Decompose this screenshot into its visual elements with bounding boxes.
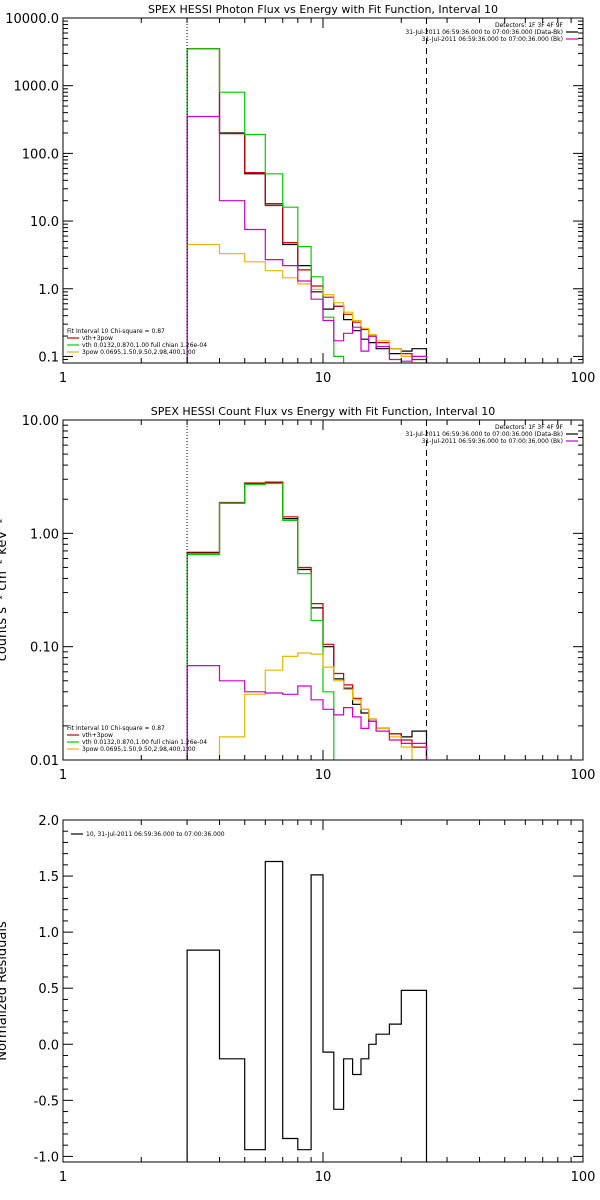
y-tick-label: 100.0	[22, 147, 59, 162]
legend-bottom-left-entry: Fit Interval 10 Chi-square = 0.87	[67, 328, 165, 335]
y-axis-label: Normalized Residuals	[0, 921, 10, 1061]
legend-bottom-left-entry: vth+3pow	[82, 732, 113, 739]
legend-bottom-left-entry: Fit Interval 10 Chi-square = 0.87	[67, 725, 165, 732]
legend-top-right-entry: Detectors: 1F 3F 4F 9F	[495, 22, 564, 29]
series-line-vth-3pow	[186, 48, 428, 363]
y-tick-label: 1.0	[38, 926, 59, 941]
legend-bottom-left-entry: vth 0.0132,0.870,1.00 full chian 1.26e-0…	[82, 739, 207, 746]
series-line-bk	[186, 115, 428, 363]
panel-count: SPEX HESSI Count Flux vs Energy with Fit…	[0, 405, 596, 783]
y-tick-label: 2.0	[38, 814, 59, 829]
series-group	[186, 860, 428, 1162]
series-line-vth	[186, 48, 345, 363]
y-tick-label: 0.10	[30, 641, 59, 656]
y-tick-label: 0.5	[38, 982, 59, 997]
y-tick-label: 0.0	[38, 1038, 59, 1053]
panel-photon: SPEX HESSI Photon Flux vs Energy with Fi…	[5, 3, 596, 386]
y-tick-label: 10.0	[30, 215, 59, 230]
series-line-data-bk	[186, 48, 428, 363]
y-tick-label: 1.5	[38, 870, 59, 885]
chart-title: SPEX HESSI Count Flux vs Energy with Fit…	[151, 405, 495, 418]
x-tick-label: 10	[315, 371, 332, 386]
legend-top-right-entry: 31-Jul-2011 06:59:36.000 to 07:00:36.000…	[422, 36, 563, 43]
legend-top-right-entry: 31-Jul-2011 06:59:36.000 to 07:00:36.000…	[405, 29, 563, 36]
y-tick-label: -1.0	[34, 1150, 59, 1165]
y-tick-label: 1.00	[30, 527, 59, 542]
y-tick-label: 0.01	[30, 754, 59, 769]
x-tick-label: 10	[315, 1170, 332, 1185]
legend-bottom-left-entry: 3pow 0.0695,1.50,9.50,2.98,400,1.00	[82, 349, 196, 356]
y-tick-label: 10.00	[22, 414, 59, 429]
x-tick-label: 100	[571, 371, 596, 386]
y-tick-label: 1000.0	[14, 80, 60, 95]
series-line-bk	[186, 665, 428, 760]
series-line-3pow	[186, 243, 428, 363]
legend-bottom-left-entry: vth+3pow	[82, 335, 113, 342]
series-line-data-bk	[186, 482, 428, 760]
x-tick-label: 1	[59, 768, 67, 783]
panel-residuals: 1 10 100 -1.0 -0.5 0.0 0.5 1.0 1.5 2.0 Normalized …	[0, 814, 596, 1185]
legend-top-right-entry: 31-Jul-2011 06:59:36.000 to 07:00:36.000…	[405, 431, 563, 438]
x-tick-label: 100	[571, 1170, 596, 1185]
series-group	[186, 48, 428, 363]
series-line-3pow	[218, 652, 428, 760]
series-line-vth-3pow	[186, 481, 428, 760]
x-tick-label: 1	[59, 1170, 67, 1185]
series-group	[186, 481, 428, 760]
series-line-10-31-jul-2011-06-59-36-000-to-07-00-36-000	[186, 860, 428, 1162]
y-tick-label: 10000.0	[5, 12, 59, 27]
x-tick-label: 1	[59, 371, 67, 386]
legend-top-right-entry: Detectors: 1F 3F 4F 9F	[495, 424, 564, 431]
x-tick-label: 10	[315, 768, 332, 783]
y-axis-label: counts s⁻¹ cm⁻² keV⁻¹	[0, 519, 10, 662]
legend-top-right-entry: 31-Jul-2011 06:59:36.000 to 07:00:36.000…	[422, 438, 563, 445]
y-tick-label: 1.0	[38, 283, 59, 298]
series-line-vth	[186, 482, 335, 760]
y-tick-label: 0.1	[38, 350, 59, 365]
legend-bottom-left-entry: 3pow 0.0695,1.50,9.50,2.98,400,1.00	[82, 746, 196, 753]
legend-entry: 10, 31-Jul-2011 06:59:36.000 to 07:00:36…	[86, 831, 225, 838]
x-tick-label: 100	[571, 768, 596, 783]
legend-bottom-left-entry: vth 0.0132,0.870,1.00 full chian 1.26e-0…	[82, 342, 207, 349]
chart-title: SPEX HESSI Photon Flux vs Energy with Fi…	[148, 3, 498, 16]
y-tick-label: -0.5	[34, 1094, 59, 1109]
